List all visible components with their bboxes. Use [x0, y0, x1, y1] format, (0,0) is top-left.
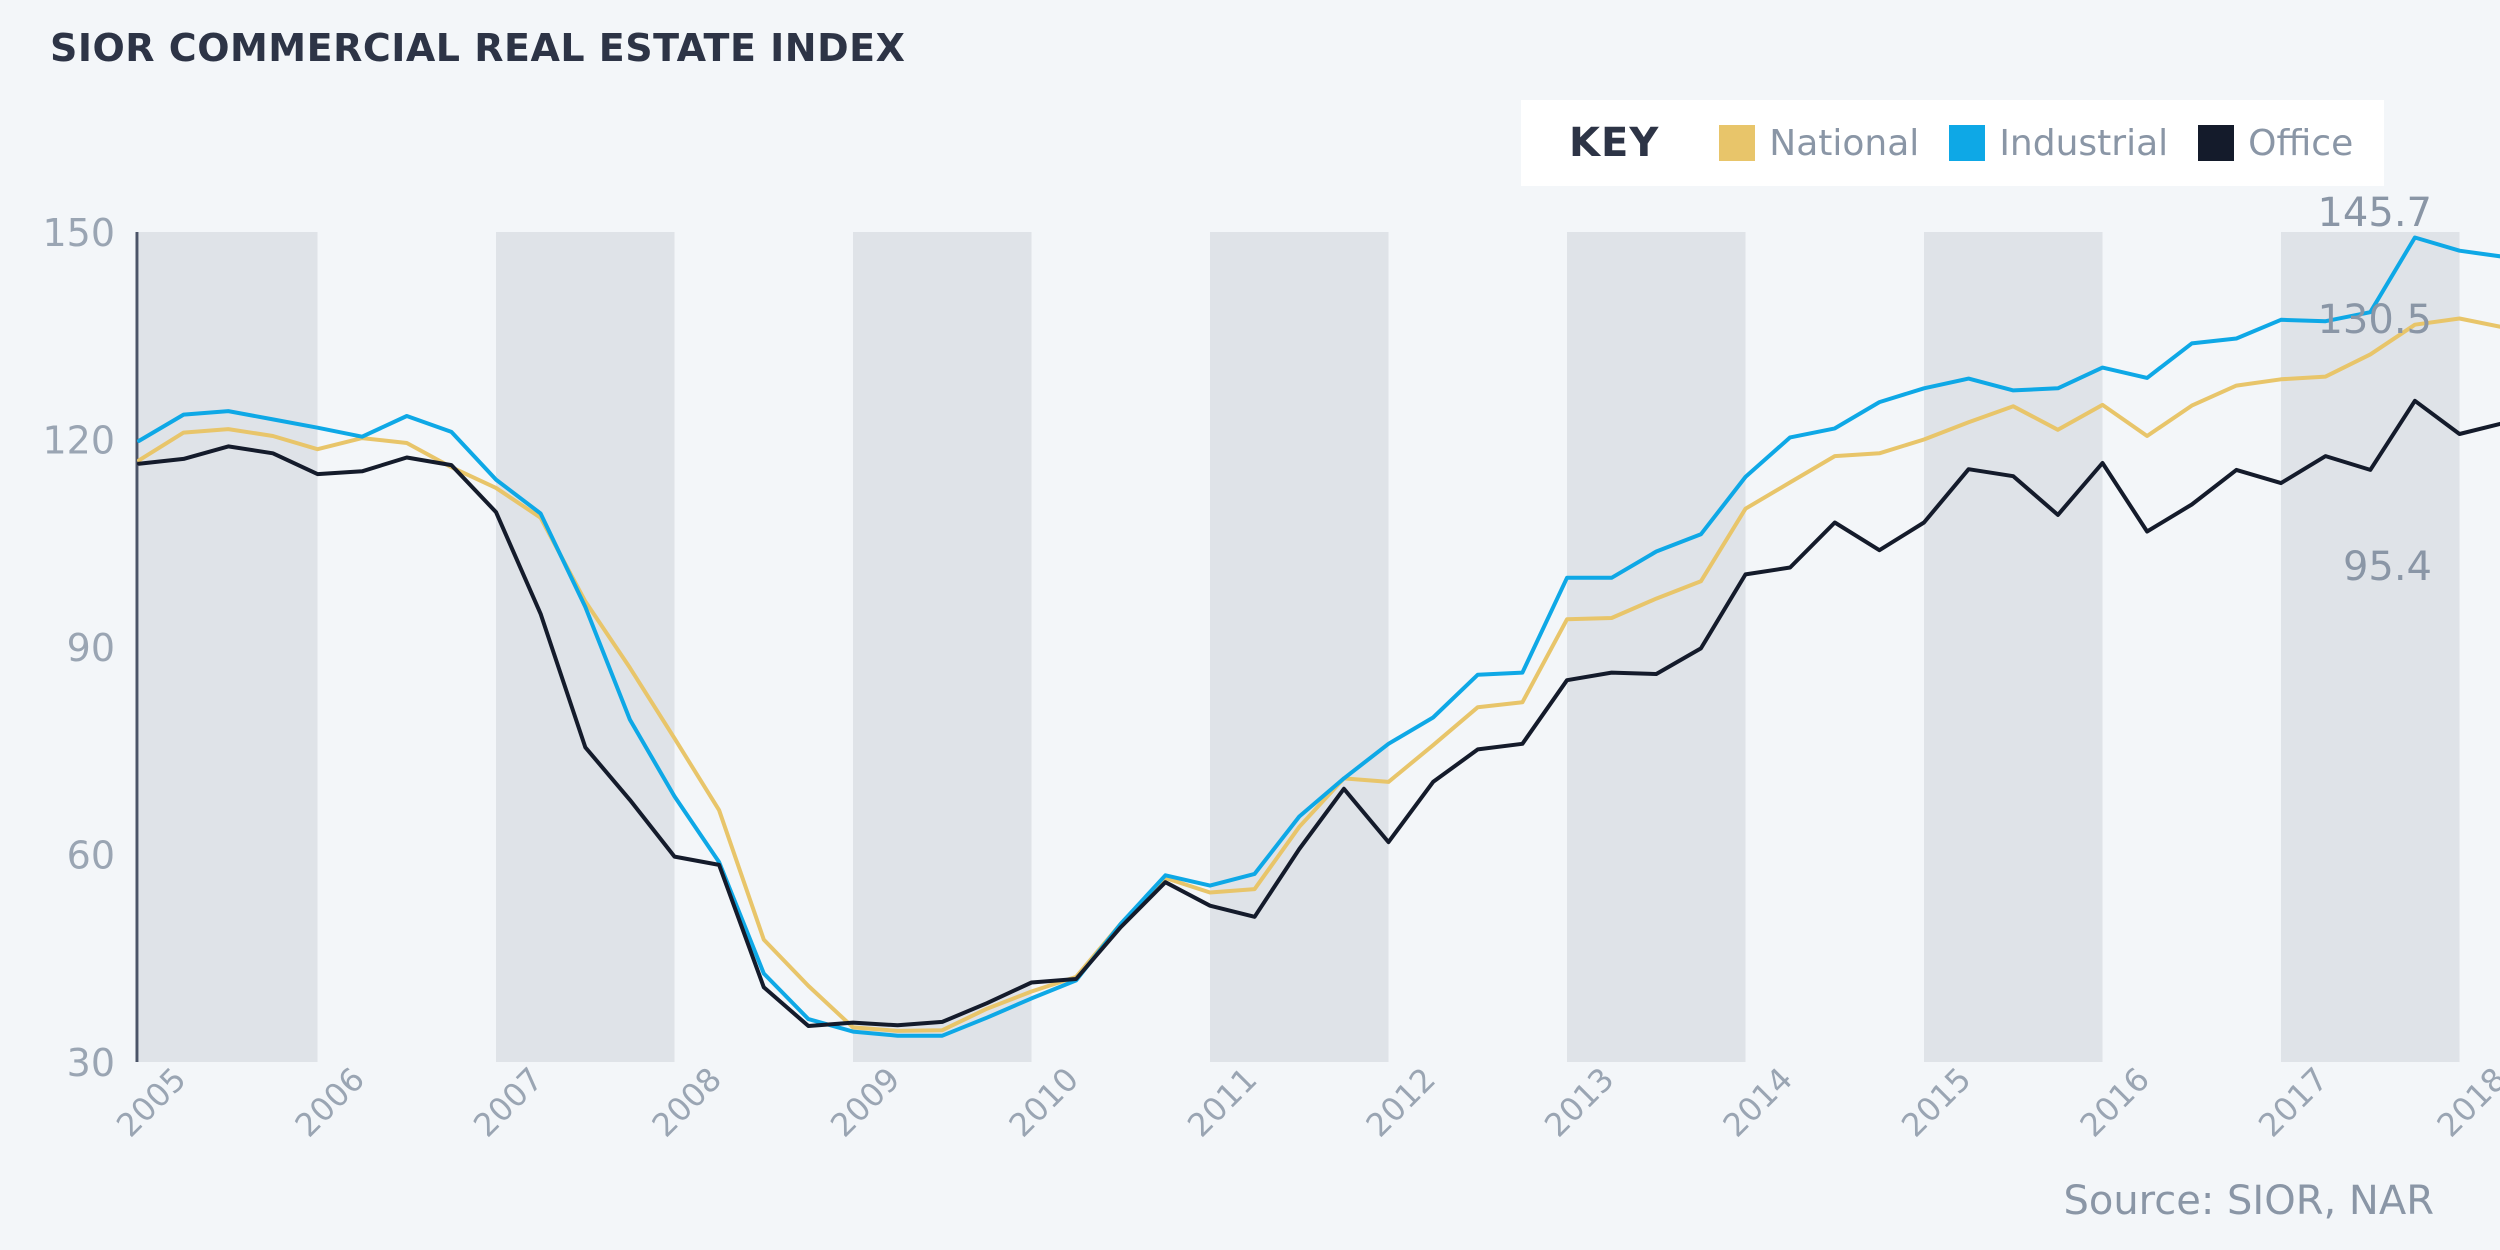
source-note: Source: SIOR, NAR	[2063, 1178, 2434, 1224]
office-swatch	[2198, 125, 2235, 161]
series-line-office	[137, 398, 2500, 1028]
x-tick-label-2018: 2018	[2429, 1060, 2500, 1144]
x-tick-label-2006: 2006	[287, 1060, 371, 1144]
y-tick-label-30: 30	[67, 1041, 115, 1085]
year-band-2011	[1210, 232, 1389, 1062]
x-tick-label-2015: 2015	[1894, 1060, 1978, 1144]
legend-label-industrial: Industrial	[1999, 122, 2169, 164]
x-tick-label-2005: 2005	[109, 1060, 193, 1144]
x-tick-label-2007: 2007	[466, 1060, 550, 1144]
legend-label-office: Office	[2248, 122, 2354, 164]
end-label-industrial: 145.7	[2317, 190, 2432, 236]
x-tick-label-2011: 2011	[1180, 1060, 1264, 1144]
legend-item-industrial: Industrial	[1949, 123, 2168, 164]
year-band-2015	[1924, 232, 2103, 1062]
legend: KEY National Industrial Office	[1521, 100, 2384, 186]
legend-key-label: KEY	[1569, 120, 1660, 166]
end-label-national: 130.5	[2317, 297, 2432, 343]
x-tick-label-2010: 2010	[1001, 1060, 1085, 1144]
year-band-2007	[496, 232, 675, 1062]
x-tick-label-2016: 2016	[2072, 1060, 2156, 1144]
series-line-national	[137, 316, 2500, 1033]
x-tick-label-2009: 2009	[823, 1060, 907, 1144]
legend-item-office: Office	[2198, 123, 2353, 164]
year-band-2005	[139, 232, 318, 1062]
y-tick-label-120: 120	[42, 419, 115, 463]
year-band-2013	[1567, 232, 1746, 1062]
chart-title: SIOR COMMERCIAL REAL ESTATE INDEX	[50, 26, 906, 70]
x-tick-label-2013: 2013	[1537, 1060, 1621, 1144]
year-band-2017	[2281, 232, 2460, 1062]
y-tick-label-90: 90	[67, 626, 115, 670]
x-tick-label-2008: 2008	[644, 1060, 728, 1144]
end-label-office: 95.4	[2343, 544, 2432, 590]
y-tick-label-150: 150	[42, 211, 115, 255]
legend-item-national: National	[1719, 123, 1919, 164]
x-tick-label-2012: 2012	[1358, 1060, 1442, 1144]
industrial-swatch	[1949, 125, 1986, 161]
x-tick-label-2014: 2014	[1715, 1060, 1799, 1144]
x-tick-label-2017: 2017	[2251, 1060, 2335, 1144]
year-band-2009	[853, 232, 1032, 1062]
series-line-industrial	[137, 235, 2500, 1038]
y-tick-label-60: 60	[67, 834, 115, 878]
national-swatch	[1719, 125, 1756, 161]
legend-label-national: National	[1769, 122, 1920, 164]
